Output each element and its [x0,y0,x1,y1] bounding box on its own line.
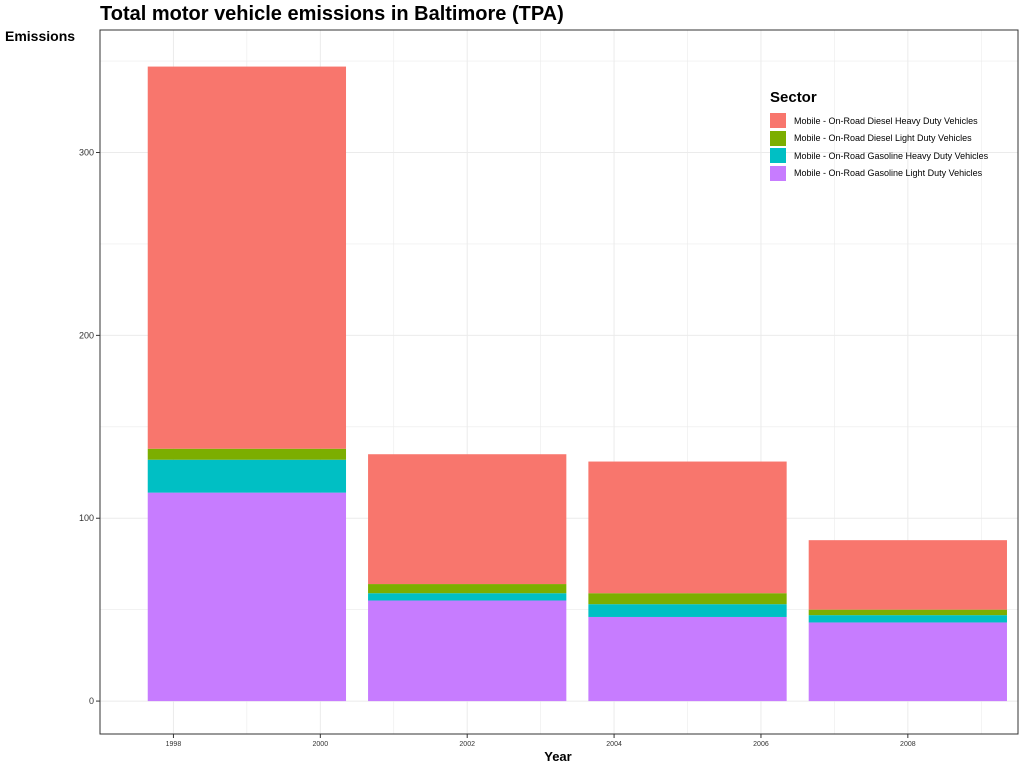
chart-title: Total motor vehicle emissions in Baltimo… [100,3,564,25]
bar-segment [588,461,787,594]
legend-label: Mobile - On-Road Gasoline Light Duty Veh… [794,168,983,179]
bar-segment [368,584,567,594]
y-tick-label: 100 [79,513,94,523]
bar-segment [368,600,567,702]
bar-segment [808,615,1007,623]
bar-segment [808,622,1007,702]
y-tick-label: 0 [89,696,94,706]
bar-segment [588,616,787,702]
legend-key [770,113,786,129]
bar-segment [147,492,347,702]
x-axis-label: Year [544,749,572,764]
legend-item: Mobile - On-Road Diesel Heavy Duty Vehic… [770,112,988,130]
bar-segment [808,540,1007,610]
y-axis-label: Emissions [5,28,76,44]
legend-items: Mobile - On-Road Diesel Heavy Duty Vehic… [770,112,988,182]
plot-panel-border [99,29,1019,735]
bar-segment [588,604,787,617]
x-tick-label: 1998 [166,741,182,748]
y-tick-label: 300 [79,148,94,158]
legend-key [770,130,786,146]
x-tick-label: 2008 [900,741,916,748]
bar-segment [147,66,347,449]
x-tick-label: 2004 [606,741,622,748]
y-tick-label: 200 [79,330,94,340]
bar-segment [588,593,787,605]
legend-item: Mobile - On-Road Diesel Light Duty Vehic… [770,130,988,148]
legend-label: Mobile - On-Road Diesel Light Duty Vehic… [794,133,972,144]
legend-key [770,165,786,181]
x-tick-label: 2006 [753,741,769,748]
x-tick-label: 2002 [459,741,475,748]
x-tick-label: 2000 [313,741,329,748]
legend-label: Mobile - On-Road Gasoline Heavy Duty Veh… [794,150,989,161]
bar-segment [808,609,1007,616]
legend-title: Sector [770,89,817,106]
bar-segment [147,459,347,493]
legend-item: Mobile - On-Road Gasoline Heavy Duty Veh… [770,147,988,165]
bar-segment [368,454,567,585]
legend-key [770,148,786,164]
legend-item: Mobile - On-Road Gasoline Light Duty Veh… [770,165,988,183]
legend: Sector Mobile - On-Road Diesel Heavy Dut… [770,89,988,182]
bar-segment [147,448,347,460]
bar-segment [368,593,567,601]
legend-label: Mobile - On-Road Diesel Heavy Duty Vehic… [794,115,978,126]
